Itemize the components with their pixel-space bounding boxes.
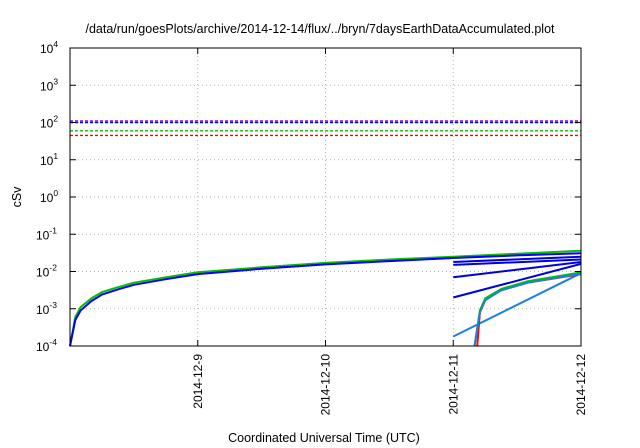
y-axis-label: cSv [10, 186, 24, 208]
x-tick-label: 2014-12-9 [191, 354, 205, 409]
series-line [69, 252, 582, 347]
series-line [453, 262, 582, 299]
y-tick-exponent: 3 [53, 76, 58, 86]
x-tick-label: 2014-12-11 [446, 354, 460, 415]
series-line [453, 258, 582, 266]
y-tick-label: 10-3 [36, 300, 57, 317]
y-tick-exponent: 2 [53, 114, 58, 124]
y-tick-exponent: -2 [49, 263, 57, 273]
y-tick-exponent: 1 [53, 151, 58, 161]
grid [70, 48, 581, 346]
series-group [69, 120, 582, 347]
series-line [453, 261, 582, 279]
y-tick-exponent: -4 [49, 337, 57, 347]
x-tick-label: 2014-12-12 [574, 354, 588, 416]
series-line [452, 272, 582, 338]
y-tick-label: 102 [40, 114, 58, 131]
y-tick-label: 104 [40, 39, 58, 56]
axis-ticks: 10-410-310-210-11001011021031042014-12-9… [36, 39, 588, 415]
series-line [476, 273, 582, 347]
series-line [453, 255, 582, 263]
y-tick-label: 10-2 [36, 263, 57, 280]
y-tick-exponent: -3 [49, 300, 57, 310]
y-tick-exponent: 0 [53, 188, 58, 198]
y-tick-label: 100 [40, 188, 58, 205]
y-tick-exponent: -1 [49, 225, 57, 235]
y-tick-label: 10-1 [36, 225, 57, 242]
chart-title: /data/run/goesPlots/archive/2014-12-14/f… [85, 22, 555, 36]
y-tick-label: 101 [40, 151, 58, 168]
x-tick-label: 2014-12-10 [319, 354, 333, 416]
x-axis-label: Coordinated Universal Time (UTC) [228, 431, 420, 445]
series-line [473, 272, 582, 347]
y-tick-label: 10-4 [36, 337, 57, 354]
y-tick-exponent: 4 [53, 39, 58, 49]
series-line [69, 249, 582, 347]
y-tick-label: 103 [40, 76, 58, 93]
